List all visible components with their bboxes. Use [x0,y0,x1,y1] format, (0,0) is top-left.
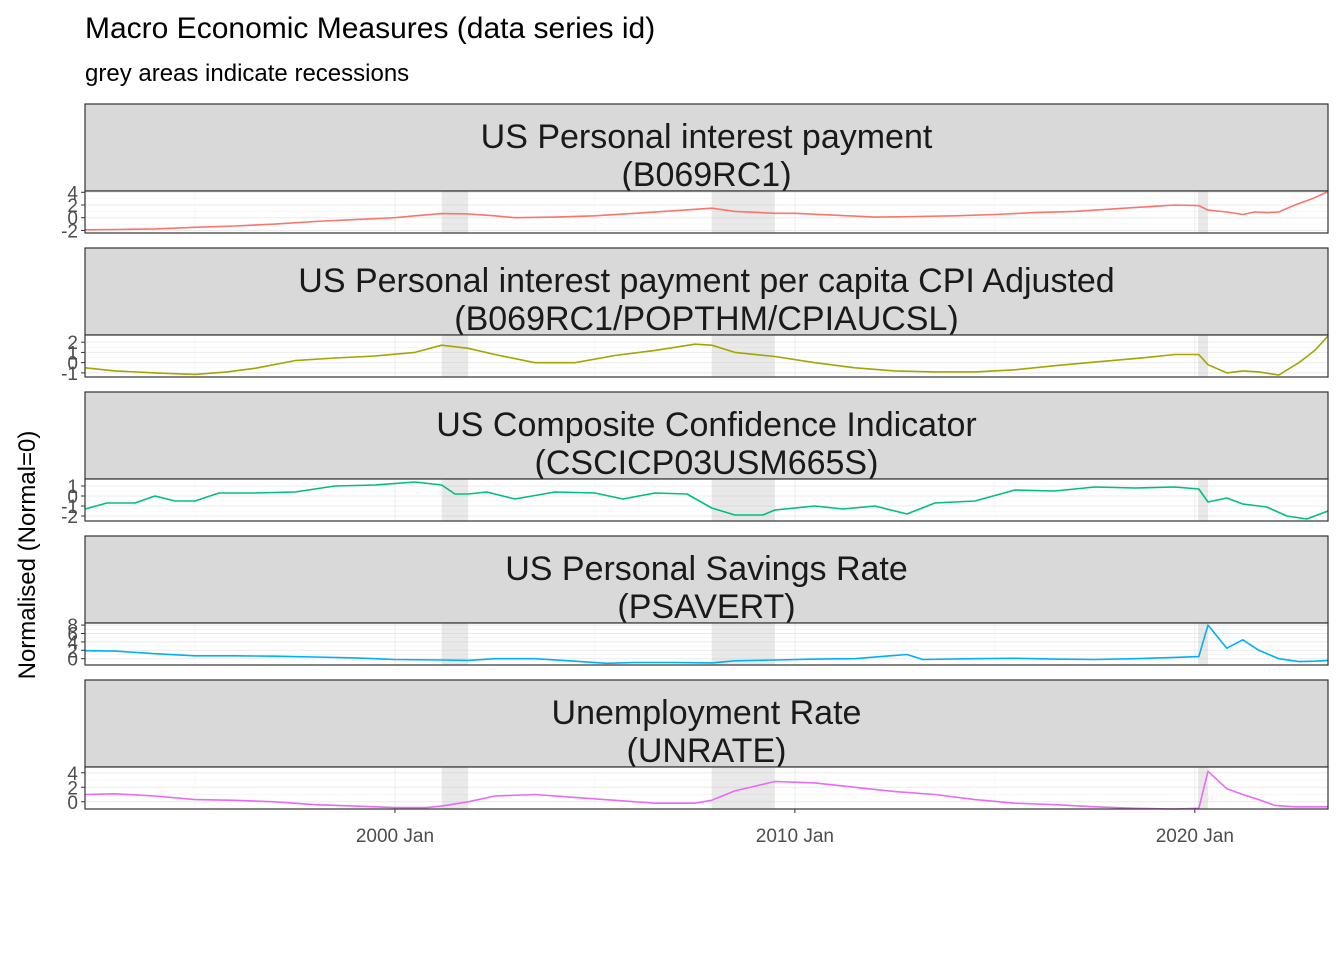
series-line [84,481,1329,520]
recession-band [1198,767,1209,809]
panel-strip [84,535,1329,624]
y-tick-label: 6 [67,625,78,646]
recession-band [711,767,775,809]
x-tick-label: 2000 Jan [356,826,434,847]
panel-plot-area [85,767,1328,809]
recession-band [441,191,469,233]
panel-title: US Personal interest payment per capita … [298,262,1114,300]
panel-strip [84,679,1329,768]
y-tick-label: 2 [67,641,78,662]
y-tick-label: 4 [67,183,78,204]
y-tick-label: 2 [67,333,78,354]
panel-border [84,766,1329,810]
y-tick-label: 0 [67,650,78,671]
panel-title: US Composite Confidence Indicator [436,406,977,444]
y-tick-label: 4 [67,633,78,654]
y-tick-label: 2 [67,778,78,799]
panel-series-id: (PSAVERT) [617,588,795,626]
panel-border [84,622,1329,666]
y-tick-label: 4 [67,764,78,785]
y-tick-label: 1 [67,343,78,364]
y-tick-label: 1 [67,477,78,498]
panel-series-id: (B069RC1) [621,156,791,194]
y-tick-label: -1 [61,364,78,385]
series-line [84,190,1329,231]
panel-strip [84,391,1329,480]
y-tick-label: 8 [67,616,78,637]
series-line [84,624,1329,665]
recession-band [1198,479,1209,521]
panel-plot-area [85,335,1328,377]
recession-band [441,623,469,665]
recession-band [1198,335,1209,377]
panel-border [84,478,1329,522]
recession-band [441,335,469,377]
y-tick-label: 2 [67,196,78,217]
panel-title: US Personal interest payment [481,118,933,156]
series-line [84,770,1328,810]
panel-plot-area [85,191,1328,233]
panel-title: US Personal Savings Rate [505,550,908,588]
panel-plot-area [85,623,1328,665]
panel-title: Unemployment Rate [552,694,862,732]
y-tick-label: -2 [61,507,78,528]
chart-subtitle: grey areas indicate recessions [85,60,410,87]
panel-border [84,190,1329,234]
recession-band [711,623,775,665]
y-tick-label: 0 [67,487,78,508]
panel-series-id: (UNRATE) [627,732,787,770]
recession-band [1198,191,1209,233]
panel-plot-area [85,479,1328,521]
x-tick-label: 2010 Jan [756,826,834,847]
x-tick-label: 2020 Jan [1156,826,1234,847]
y-tick-label: -1 [61,497,78,518]
y-tick-label: 0 [67,209,78,230]
panel-series-id: (CSCICP03USM665S) [535,444,879,482]
series-line [84,335,1329,376]
y-tick-label: 0 [67,354,78,375]
recession-band [441,479,469,521]
chart-title: Macro Economic Measures (data series id) [85,12,656,45]
panel-border [84,334,1329,378]
panel-series-id: (B069RC1/POPTHM/CPIAUCSL) [454,300,958,338]
y-tick-label: -2 [61,221,78,242]
y-tick-label: 0 [67,793,78,814]
